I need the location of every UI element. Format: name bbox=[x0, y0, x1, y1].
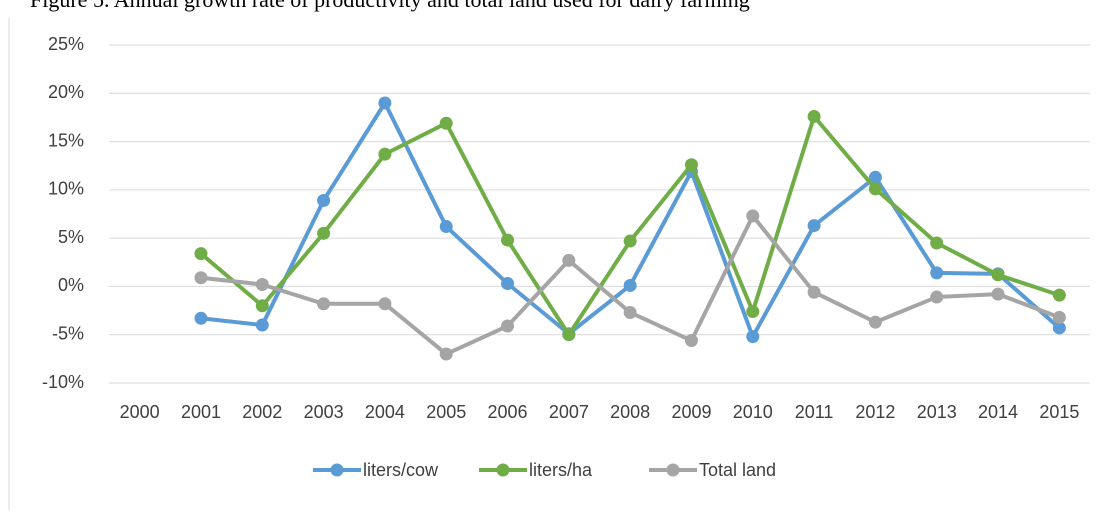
legend-label: liters/cow bbox=[363, 460, 439, 480]
y-tick-label: -10% bbox=[42, 372, 84, 392]
point bbox=[868, 182, 882, 196]
point bbox=[930, 266, 944, 280]
x-tick-label: 2013 bbox=[917, 402, 957, 422]
point bbox=[684, 334, 698, 348]
point bbox=[378, 297, 392, 311]
x-tick-label: 2014 bbox=[978, 402, 1018, 422]
x-tick-label: 2007 bbox=[549, 402, 589, 422]
y-tick-label: 10% bbox=[48, 179, 84, 199]
legend-marker bbox=[496, 463, 510, 477]
x-tick-label: 2011 bbox=[795, 402, 834, 422]
x-tick-label: 2000 bbox=[120, 402, 160, 422]
point bbox=[991, 268, 1005, 282]
point bbox=[746, 209, 760, 223]
point bbox=[317, 193, 331, 207]
point bbox=[317, 226, 331, 240]
point bbox=[991, 287, 1005, 301]
legend-marker bbox=[666, 463, 680, 477]
point bbox=[868, 170, 882, 184]
point bbox=[562, 328, 576, 342]
point bbox=[807, 109, 821, 123]
point bbox=[255, 277, 269, 291]
point bbox=[684, 158, 698, 172]
point bbox=[255, 318, 269, 332]
point bbox=[623, 306, 637, 320]
y-tick-label: 5% bbox=[58, 227, 84, 247]
point bbox=[255, 299, 269, 313]
point bbox=[1052, 310, 1066, 324]
x-tick-label: 2002 bbox=[242, 402, 282, 422]
point bbox=[623, 278, 637, 292]
x-tick-label: 2006 bbox=[488, 402, 528, 422]
point bbox=[439, 347, 453, 361]
point bbox=[1052, 288, 1066, 302]
y-tick-label: -5% bbox=[52, 323, 84, 343]
point bbox=[317, 297, 331, 311]
y-tick-label: 25% bbox=[48, 34, 84, 54]
x-tick-label: 2004 bbox=[365, 402, 405, 422]
point bbox=[930, 236, 944, 250]
chart-title: Figure 5. Annual growth rate of producti… bbox=[30, 0, 750, 12]
point bbox=[194, 247, 208, 261]
point bbox=[194, 271, 208, 285]
y-tick-label: 0% bbox=[58, 275, 84, 295]
point bbox=[194, 311, 208, 325]
point bbox=[807, 285, 821, 299]
x-tick-label: 2001 bbox=[181, 402, 221, 422]
point bbox=[501, 277, 515, 291]
point bbox=[746, 305, 760, 319]
x-tick-label: 2008 bbox=[610, 402, 650, 422]
point bbox=[501, 319, 515, 333]
legend-label: Total land bbox=[699, 460, 776, 480]
x-tick-label: 2012 bbox=[855, 402, 895, 422]
y-tick-label: 20% bbox=[48, 82, 84, 102]
point bbox=[1052, 321, 1066, 335]
point bbox=[501, 233, 515, 247]
point bbox=[868, 315, 882, 329]
point bbox=[378, 96, 392, 110]
point bbox=[930, 290, 944, 304]
x-tick-label: 2010 bbox=[733, 402, 773, 422]
point bbox=[746, 330, 760, 344]
point bbox=[623, 234, 637, 248]
point bbox=[562, 253, 576, 267]
x-tick-label: 2009 bbox=[671, 402, 711, 422]
point bbox=[807, 219, 821, 233]
point bbox=[378, 147, 392, 161]
legend-marker bbox=[330, 463, 344, 477]
point bbox=[439, 220, 453, 234]
legend-label: liters/ha bbox=[529, 460, 593, 480]
y-tick-label: 15% bbox=[48, 130, 84, 150]
x-tick-label: 2005 bbox=[426, 402, 466, 422]
x-tick-label: 2015 bbox=[1039, 402, 1079, 422]
point bbox=[439, 116, 453, 130]
x-tick-label: 2003 bbox=[304, 402, 344, 422]
